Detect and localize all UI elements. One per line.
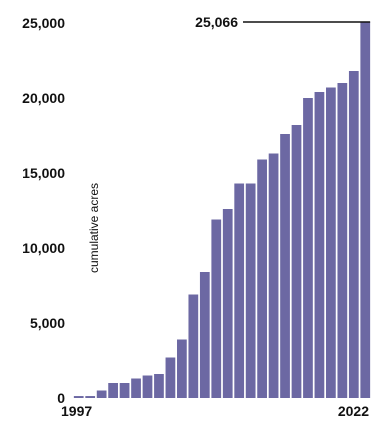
bar-1997 — [73, 396, 84, 398]
bar-2019 — [326, 87, 336, 398]
bar-2013 — [257, 159, 267, 398]
bar-2016 — [291, 125, 302, 398]
y-tick-label: 5,000 — [30, 315, 65, 331]
bar-2002 — [131, 378, 141, 398]
bar-2008 — [199, 272, 210, 398]
y-axis-ticks: 0 5,000 10,000 15,000 20,000 25,000 — [22, 15, 65, 406]
bar-2012 — [245, 183, 256, 398]
bar-2000 — [108, 383, 118, 398]
bar-2020 — [337, 83, 348, 398]
bar-2014 — [268, 153, 279, 398]
bar-2011 — [234, 183, 245, 398]
bar-2010 — [222, 209, 233, 398]
bar-2018 — [314, 92, 325, 398]
bar-2003 — [142, 375, 153, 398]
bar-2017 — [303, 98, 313, 398]
bar-2021 — [348, 71, 359, 398]
x-axis-ticks: 1997 2022 — [61, 403, 369, 419]
y-axis-title: cumulative acres — [87, 183, 101, 273]
y-tick-label: 10,000 — [22, 240, 65, 256]
x-tick-label: 1997 — [61, 403, 92, 419]
y-tick-label: 15,000 — [22, 165, 65, 181]
bar-2005 — [165, 357, 176, 398]
bar-2007 — [188, 294, 199, 398]
bar-2015 — [280, 134, 290, 398]
y-tick-label: 0 — [57, 390, 65, 406]
bars — [73, 22, 371, 398]
y-tick-label: 20,000 — [22, 90, 65, 106]
bar-2009 — [211, 219, 222, 398]
bar-1999 — [96, 390, 107, 398]
bar-2022 — [360, 22, 371, 398]
bar-2006 — [177, 339, 187, 398]
y-tick-label: 25,000 — [22, 15, 65, 31]
annotation-label: 25,066 — [195, 14, 238, 30]
bar-1998 — [85, 396, 96, 398]
bar-2004 — [154, 374, 164, 398]
bar-2001 — [119, 383, 130, 398]
x-tick-label: 2022 — [338, 403, 369, 419]
